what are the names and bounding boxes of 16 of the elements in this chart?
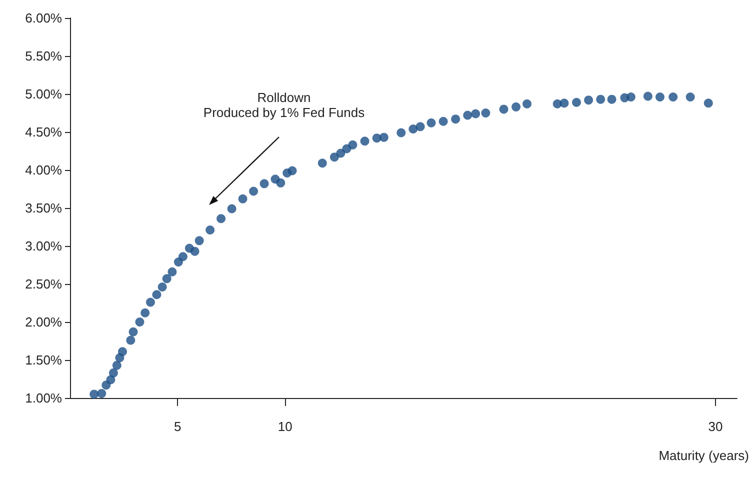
y-tick-label: 1.50% [25,352,62,368]
x-tick-label: 10 [278,419,292,434]
y-tick-label: 1.00% [25,390,62,406]
y-tick-label: 2.00% [25,314,62,330]
y-tick-label: 4.00% [25,162,62,178]
x-tick-label: 5 [174,419,182,434]
annotation: Rolldown Produced by 1% Fed Funds [202,90,366,120]
y-tick-label: 5.50% [25,48,62,64]
y-tick-label: 3.00% [25,238,62,254]
y-tick-label: 3.50% [25,200,62,216]
x-axis-title: Maturity (years) [658,448,749,463]
y-tick-label: 6.00% [25,10,62,26]
y-tick-label: 4.50% [25,124,62,140]
y-tick-label: 2.50% [25,276,62,292]
y-tick-label: 5.00% [25,86,62,102]
x-tick-label: 30 [708,419,723,434]
